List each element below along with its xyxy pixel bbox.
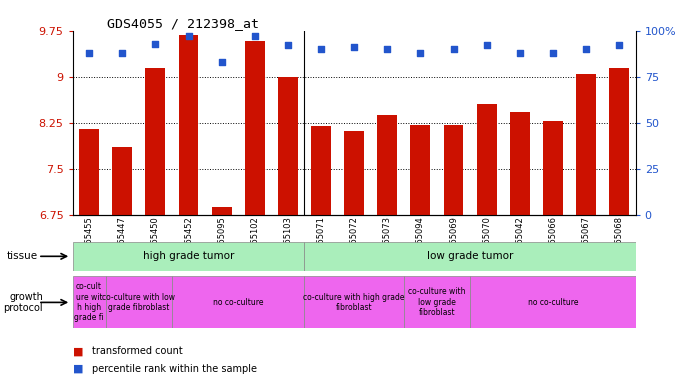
Bar bbox=[410, 125, 430, 215]
Point bbox=[150, 41, 161, 47]
Bar bbox=[404, 276, 470, 328]
Text: no co-culture: no co-culture bbox=[528, 298, 578, 307]
Point bbox=[349, 44, 360, 50]
Bar bbox=[178, 35, 198, 215]
Text: no co-culture: no co-culture bbox=[213, 298, 263, 307]
Point bbox=[547, 50, 558, 56]
Bar bbox=[278, 77, 298, 215]
Point bbox=[183, 33, 194, 39]
Point bbox=[381, 46, 392, 52]
Bar bbox=[444, 125, 464, 215]
Bar bbox=[477, 104, 497, 215]
Bar bbox=[305, 276, 404, 328]
Bar bbox=[510, 113, 530, 215]
Point bbox=[84, 50, 95, 56]
Bar bbox=[211, 207, 231, 215]
Bar bbox=[543, 121, 563, 215]
Text: co-culture with low
grade fibroblast: co-culture with low grade fibroblast bbox=[102, 293, 176, 312]
Point bbox=[514, 50, 525, 56]
Bar bbox=[73, 276, 106, 328]
Point bbox=[481, 42, 492, 48]
Bar bbox=[245, 41, 265, 215]
Bar bbox=[145, 68, 165, 215]
Text: ■: ■ bbox=[73, 346, 83, 356]
Point bbox=[614, 42, 625, 48]
Bar bbox=[113, 147, 132, 215]
Bar bbox=[73, 242, 305, 271]
Bar bbox=[106, 276, 172, 328]
Bar bbox=[344, 131, 364, 215]
Text: tissue: tissue bbox=[7, 251, 38, 262]
Text: ■: ■ bbox=[73, 364, 83, 374]
Point bbox=[580, 46, 591, 52]
Point bbox=[316, 46, 327, 52]
Bar bbox=[172, 276, 305, 328]
Text: transformed count: transformed count bbox=[92, 346, 182, 356]
Text: co-culture with high grade
fibroblast: co-culture with high grade fibroblast bbox=[303, 293, 405, 312]
Bar bbox=[470, 276, 636, 328]
Text: co-culture with
low grade
fibroblast: co-culture with low grade fibroblast bbox=[408, 288, 466, 317]
Text: high grade tumor: high grade tumor bbox=[143, 251, 234, 262]
Bar bbox=[377, 115, 397, 215]
Bar bbox=[609, 68, 629, 215]
Point bbox=[249, 33, 261, 39]
Text: low grade tumor: low grade tumor bbox=[427, 251, 513, 262]
Point bbox=[283, 42, 294, 48]
Text: GDS4055 / 212398_at: GDS4055 / 212398_at bbox=[107, 17, 259, 30]
Bar bbox=[311, 126, 331, 215]
Bar bbox=[79, 129, 99, 215]
Text: co-cult
ure wit
h high
grade fi: co-cult ure wit h high grade fi bbox=[74, 282, 104, 323]
Point bbox=[448, 46, 459, 52]
Text: growth
protocol: growth protocol bbox=[3, 291, 43, 313]
Point bbox=[117, 50, 128, 56]
Point bbox=[415, 50, 426, 56]
Text: percentile rank within the sample: percentile rank within the sample bbox=[92, 364, 257, 374]
Point bbox=[216, 59, 227, 65]
Bar bbox=[576, 74, 596, 215]
Bar bbox=[305, 242, 636, 271]
